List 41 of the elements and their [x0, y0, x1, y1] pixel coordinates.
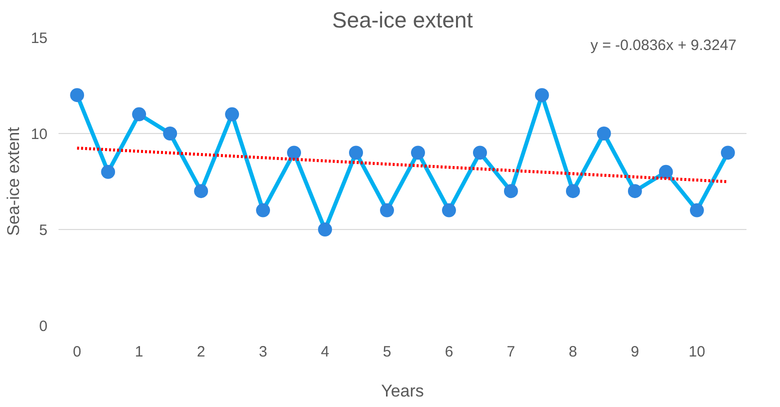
x-tick-label: 2 [196, 344, 206, 360]
point [566, 184, 580, 198]
point [690, 203, 704, 218]
point [194, 184, 208, 198]
y-tick-label: 5 [39, 222, 48, 239]
point [318, 222, 332, 236]
y-tick-label: 10 [30, 126, 48, 143]
x-tick-label: 6 [444, 344, 454, 360]
point [163, 126, 178, 140]
point [472, 146, 487, 160]
point [658, 164, 673, 179]
x-tick-label: 9 [630, 344, 640, 360]
point [256, 203, 270, 218]
point [225, 107, 240, 122]
point [101, 164, 116, 179]
point [720, 146, 735, 160]
x-tick-label: 4 [320, 344, 330, 360]
x-tick-label: 5 [382, 344, 392, 360]
point [628, 184, 642, 198]
point [410, 146, 425, 160]
x-tick-label: 8 [568, 344, 578, 360]
point [442, 203, 456, 218]
y-tick-label: 15 [30, 30, 48, 47]
point [70, 88, 84, 102]
point [349, 146, 364, 160]
x-tick-label: 3 [258, 344, 268, 360]
x-tick-label: 10 [688, 344, 706, 360]
x-axis-title: Years [381, 382, 424, 400]
y-tick-label: 0 [39, 318, 48, 335]
point [534, 88, 549, 102]
point [132, 107, 146, 122]
x-tick-label: 1 [134, 344, 144, 360]
point [287, 146, 302, 160]
x-tick-label: 0 [72, 344, 82, 360]
y-axis-title: Sea-ice extent [4, 126, 23, 236]
point [380, 203, 394, 218]
point [596, 126, 611, 140]
point [504, 184, 518, 198]
annotation: y = -0.0836x + 9.3247 [590, 37, 737, 54]
chart-title: Sea-ice extent [332, 8, 473, 32]
x-tick-label: 7 [506, 344, 516, 360]
